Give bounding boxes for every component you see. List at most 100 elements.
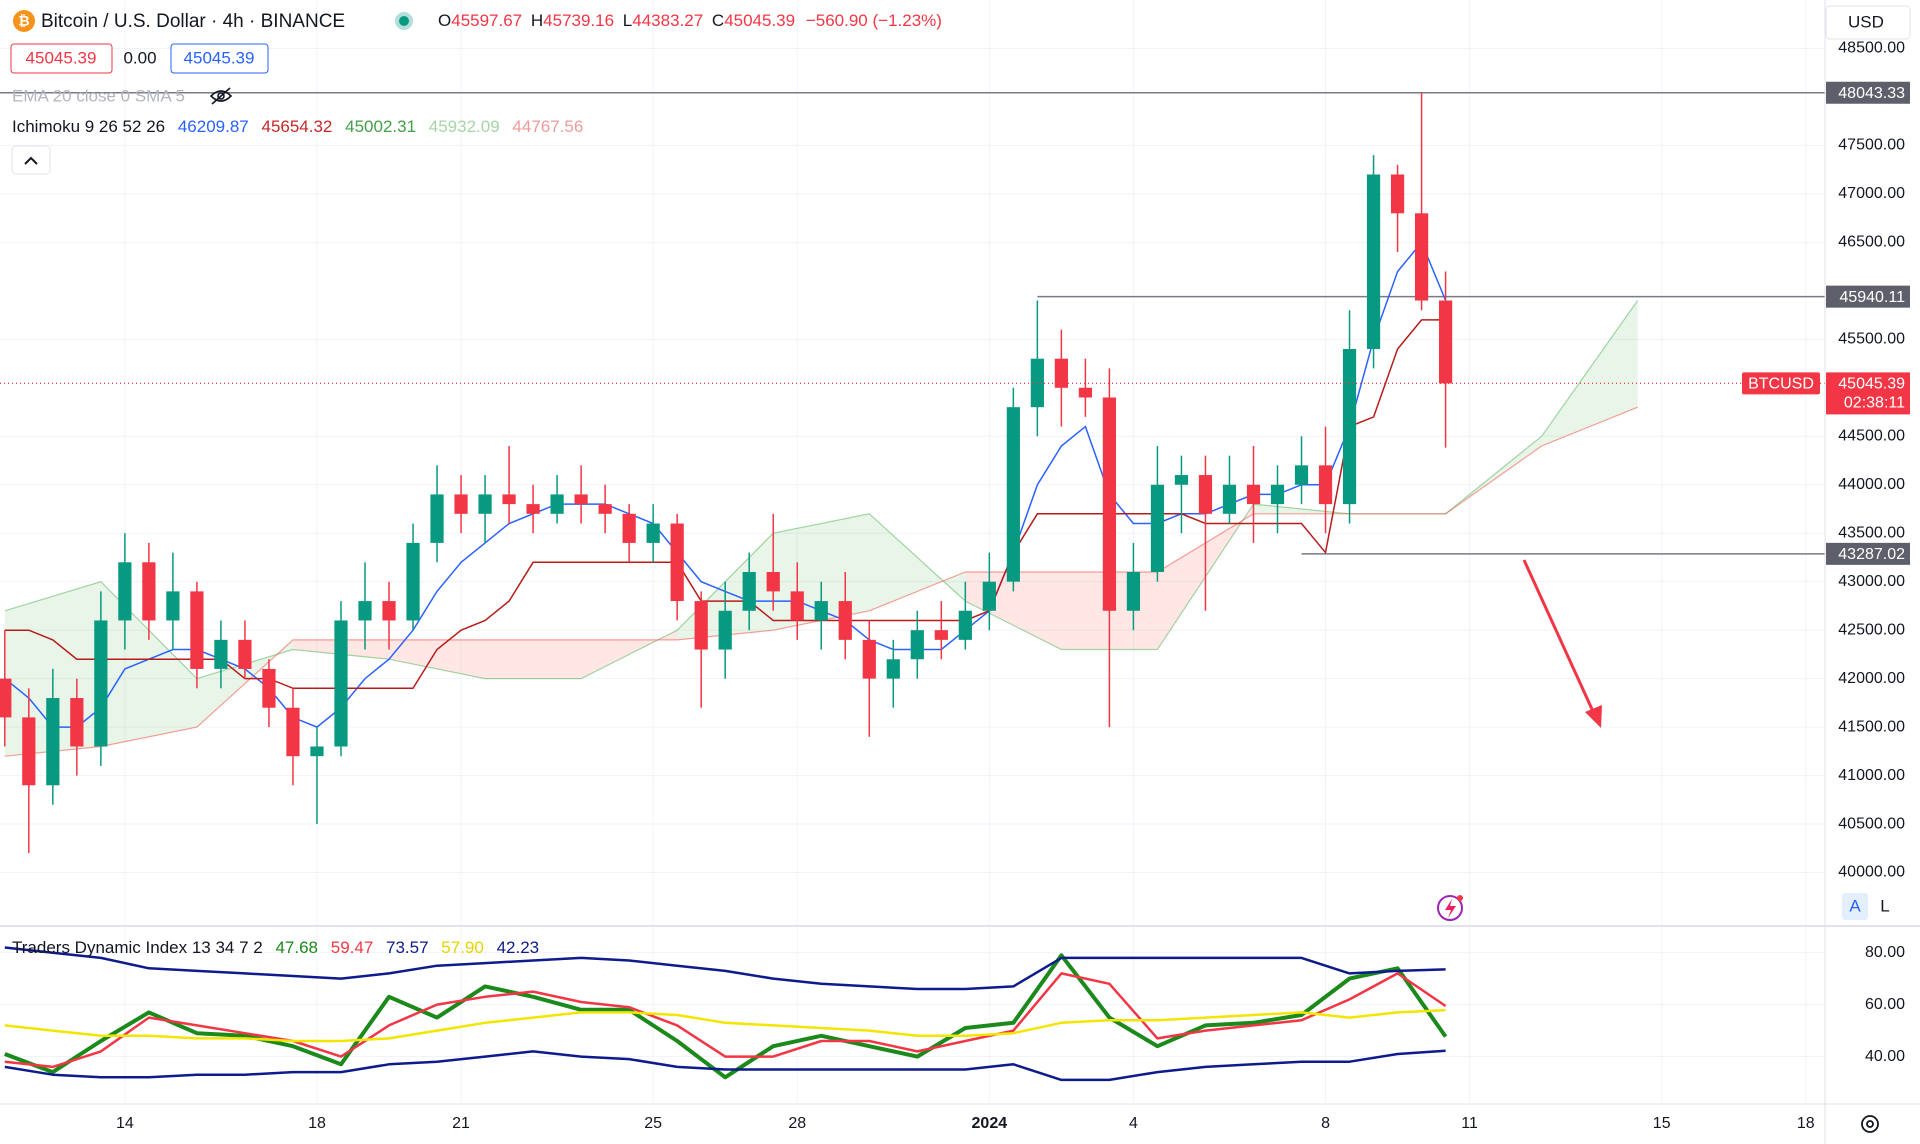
y-tick-label: 43500.00 <box>1838 524 1905 541</box>
candle-body <box>358 601 372 621</box>
candle-body <box>502 494 516 505</box>
tdi-value: 57.90 <box>441 938 484 957</box>
buy-box[interactable] <box>170 43 269 74</box>
tdi-line <box>4 953 1448 1080</box>
ichimoku-cloud <box>1541 300 1638 446</box>
tdi-value: 73.57 <box>386 938 429 957</box>
candle-body <box>286 707 300 757</box>
y-tick-label: 42000.00 <box>1838 670 1905 687</box>
currency-button[interactable] <box>1825 5 1911 40</box>
candle-body <box>1342 349 1357 505</box>
spread: 0.00 <box>123 48 156 67</box>
ichimoku-title[interactable]: Ichimoku 9 26 52 26 <box>12 117 165 136</box>
y-tick-label: 42500.00 <box>1838 621 1905 638</box>
currency: USD <box>1848 12 1884 31</box>
ichimoku-value: 44767.56 <box>512 117 583 136</box>
ichimoku-cloud <box>869 513 966 611</box>
x-tick-label: 28 <box>788 1115 806 1132</box>
ema-legend[interactable]: EMA 20 close 0 SMA 5 <box>12 86 185 105</box>
candle-body <box>982 581 996 611</box>
candle-body <box>406 542 420 621</box>
coin-icon-glyph: ₿ <box>18 13 29 29</box>
ichimoku-cloud <box>485 639 582 679</box>
candle-body <box>382 601 396 621</box>
grid-layer <box>0 0 1825 1102</box>
candle-body <box>1054 358 1068 388</box>
candle-body <box>598 504 612 514</box>
plot-layer <box>0 91 1825 1082</box>
y-tick-label: 46500.00 <box>1838 234 1905 251</box>
ichimoku-legend: Ichimoku 9 26 52 26 46209.87 45654.32 45… <box>12 117 583 136</box>
candle-body <box>574 494 588 505</box>
tdi-line <box>4 1008 1446 1043</box>
candle-body <box>478 494 492 514</box>
tdi-title[interactable]: Traders Dynamic Index 13 34 7 2 <box>12 938 263 957</box>
candle-body <box>1246 484 1261 505</box>
tdi-line <box>4 1049 1446 1082</box>
auto-scale: A <box>1849 896 1861 915</box>
collapse-chevron <box>24 156 38 165</box>
candle-body <box>1390 174 1405 214</box>
y-tick-label: 44500.00 <box>1838 427 1905 444</box>
ichimoku-cloud <box>389 639 486 679</box>
candle-body <box>1222 484 1237 514</box>
candle-body <box>70 698 84 747</box>
symbol-tag: BTCUSD <box>1748 376 1814 393</box>
coin-icon <box>13 10 35 32</box>
level-tag <box>1826 542 1910 565</box>
down-arrow <box>1522 559 1602 728</box>
candle-body <box>1006 407 1020 582</box>
candle-body <box>238 639 252 669</box>
log-scale[interactable]: L <box>1880 896 1889 915</box>
candle-body <box>214 639 228 669</box>
y-tick-label: 40000.00 <box>1838 864 1905 881</box>
candle-body <box>1150 484 1165 572</box>
y-tick-label: 40.00 <box>1865 1048 1905 1065</box>
candle-body <box>670 523 684 602</box>
candle-body <box>910 630 924 660</box>
candle-body <box>262 668 276 708</box>
ohlc-label: O <box>438 11 451 30</box>
candle-body <box>838 601 852 640</box>
y-tick-label: 60.00 <box>1865 996 1905 1013</box>
ohlc-value: 45739.16 <box>543 11 614 30</box>
sell-box[interactable] <box>10 43 113 74</box>
candle-body <box>1270 484 1285 505</box>
buy-price: 45045.39 <box>184 48 255 67</box>
alert-icon[interactable] <box>1437 895 1463 921</box>
hidden-eye-icon[interactable] <box>209 87 233 105</box>
auto-scale-button[interactable] <box>1842 893 1868 920</box>
candle-body <box>790 591 804 621</box>
ohlc-value: 45045.39 <box>724 11 795 30</box>
candle-body <box>958 610 972 640</box>
candle-body <box>934 630 948 640</box>
candle-body <box>310 746 324 757</box>
y-tick-label: 43000.00 <box>1838 573 1905 590</box>
tdi-legend: Traders Dynamic Index 13 34 7 2 47.68 59… <box>12 938 539 957</box>
candle-body <box>1078 387 1092 398</box>
candle-body <box>22 717 36 786</box>
y-tick-label: 80.00 <box>1865 944 1905 961</box>
settings-icon[interactable] <box>1861 1115 1879 1133</box>
ohlc-label: L <box>623 11 632 30</box>
collapse-button[interactable] <box>11 145 51 175</box>
candle-body <box>694 601 708 650</box>
y-tick-label: 48500.00 <box>1838 40 1905 57</box>
level-label: 43287.02 <box>1838 546 1905 563</box>
countdown: 02:38:11 <box>1844 395 1905 412</box>
candle-body <box>646 523 660 543</box>
level-tag <box>1826 285 1910 308</box>
y-tick-label: 40500.00 <box>1838 815 1905 832</box>
symbol-title[interactable]: Bitcoin / U.S. Dollar · 4h · BINANCE <box>41 11 345 32</box>
level-label: 48043.33 <box>1838 85 1905 102</box>
x-tick-label: 15 <box>1653 1115 1671 1132</box>
ohlc-row: O45597.67 H45739.16 L44383.27 C45045.39 … <box>438 11 942 30</box>
candle-body <box>862 639 876 679</box>
sell-price: 45045.39 <box>26 48 97 67</box>
candle-body <box>718 610 732 650</box>
candle-body <box>814 601 828 621</box>
candle-body <box>190 591 204 669</box>
candle-body <box>46 698 60 786</box>
candle-body <box>622 513 636 543</box>
